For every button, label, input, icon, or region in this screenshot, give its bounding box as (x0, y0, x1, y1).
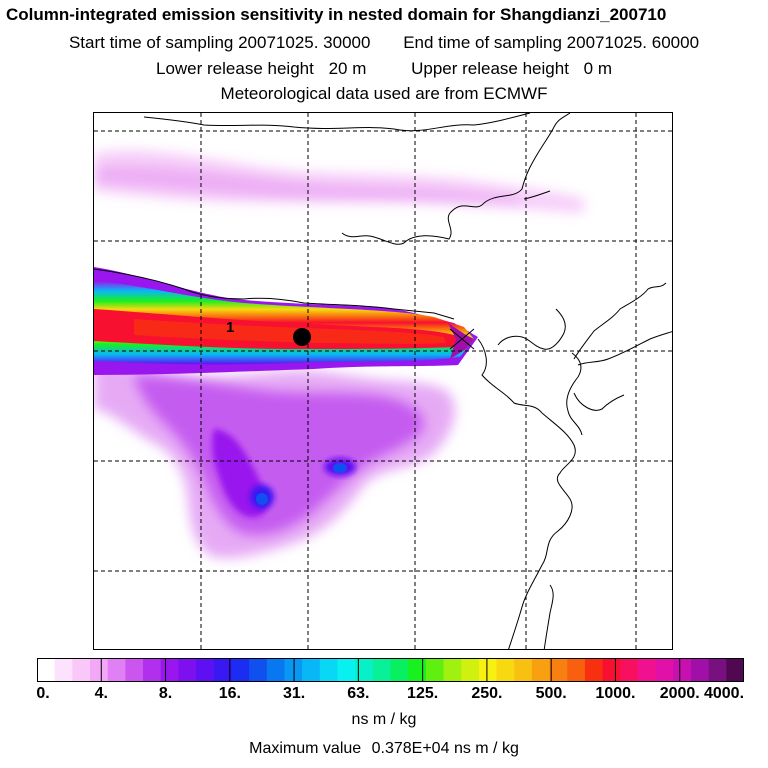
end-label: End time of sampling (403, 33, 562, 52)
colorbar-cell (690, 658, 710, 682)
colorbar (37, 658, 744, 682)
colorbar-tick-label: 2000. (659, 685, 700, 702)
colorbar-tick-label: 500. (535, 685, 567, 702)
colorbar-tick-label: 16. (218, 685, 241, 702)
colorbar-tick-label: 1000. (595, 685, 636, 702)
colorbar-cell (337, 658, 356, 682)
colorbar-cell (443, 658, 462, 682)
colorbar-cell (673, 658, 692, 682)
upper-release-value: 0 m (583, 59, 612, 78)
colorbar-cell (602, 658, 621, 682)
colorbar-cell (54, 658, 73, 682)
colorbar-cell (390, 658, 409, 682)
lower-release-value: 20 m (328, 59, 367, 78)
release-point-cross (449, 328, 475, 350)
colorbar-units: ns m / kg (351, 711, 417, 728)
max-value-units: ns m / kg (453, 740, 519, 757)
start-label: Start time of sampling (68, 33, 234, 52)
colorbar-cell (302, 658, 321, 682)
colorbar-cell (37, 658, 56, 682)
colorbar-cell (160, 658, 180, 682)
receptor-site[interactable] (293, 328, 475, 350)
colorbar-tick-label: 250. (471, 685, 503, 702)
station-number: 1 (226, 319, 235, 336)
colorbar-cell (125, 658, 144, 682)
colorbar-cell (249, 658, 268, 682)
colorbar-cell (231, 658, 250, 682)
colorbar-tick-label: 0. (36, 685, 50, 702)
colorbar-cell (567, 658, 586, 682)
colorbar-cell (531, 658, 551, 682)
colorbar-cell (620, 658, 639, 682)
colorbar-cell (408, 658, 427, 682)
southern-sensitivity-region (94, 362, 455, 559)
sampling-times: Start time of sampling 20071025. 30000 E… (0, 33, 768, 53)
start-value: 20071025. 30000 (238, 33, 371, 52)
colorbar-cell (708, 658, 727, 682)
colorbar-cell (549, 658, 568, 682)
colorbar-cell (266, 658, 286, 682)
max-value-label: Maximum value (249, 740, 362, 757)
coastlines (94, 113, 672, 649)
colorbar-cell (90, 658, 109, 682)
colorbar-tick-label: 31. (282, 685, 306, 702)
plot-title: Column-integrated emission sensitivity i… (6, 5, 667, 24)
colorbar-cell (196, 658, 215, 682)
max-value-number: 0.378E+04 (371, 740, 450, 757)
colorbar-cell (372, 658, 392, 682)
colorbar-cell (143, 658, 162, 682)
colorbar-cell (584, 658, 604, 682)
colorbar-cell (107, 658, 126, 682)
colorbar-cell (178, 658, 197, 682)
colorbar-cell (461, 658, 480, 682)
colorbar-tick-label: 4000. (703, 685, 745, 702)
colorbar-cell (637, 658, 657, 682)
colorbar-cell (655, 658, 674, 682)
lat-lon-grid (94, 113, 672, 649)
northern-sensitivity-band (94, 150, 584, 213)
colorbar-cell (478, 658, 498, 682)
receptor-marker[interactable] (293, 328, 311, 346)
colorbar-tick-label: 63. (347, 685, 370, 702)
colorbar-cell (319, 658, 339, 682)
colorbar-tick-label: 8. (158, 685, 173, 702)
main-plume (94, 267, 478, 375)
map-canvas (94, 113, 672, 649)
colorbar-cell (425, 658, 445, 682)
maximum-value: Maximum value 0.378E+04 ns m / kg (0, 740, 768, 758)
end-value: 20071025. 60000 (566, 33, 700, 52)
colorbar-cell (355, 658, 374, 682)
colorbar-cell (213, 658, 233, 682)
lower-release-label: Lower release height (156, 59, 314, 78)
release-heights: Lower release height 20 m Upper release … (0, 59, 768, 79)
colorbar-cell (514, 658, 533, 682)
colorbar-tick-label: 4. (94, 685, 108, 702)
upper-release-label: Upper release height (411, 59, 569, 78)
colorbar-cell (726, 658, 744, 682)
map-panel[interactable]: 1 (93, 112, 673, 650)
colorbar-cell (496, 658, 515, 682)
met-data-source: Meteorological data used are from ECMWF (220, 84, 548, 103)
colorbar-tick-label: 125. (407, 685, 439, 702)
colorbar-cell (72, 658, 91, 682)
